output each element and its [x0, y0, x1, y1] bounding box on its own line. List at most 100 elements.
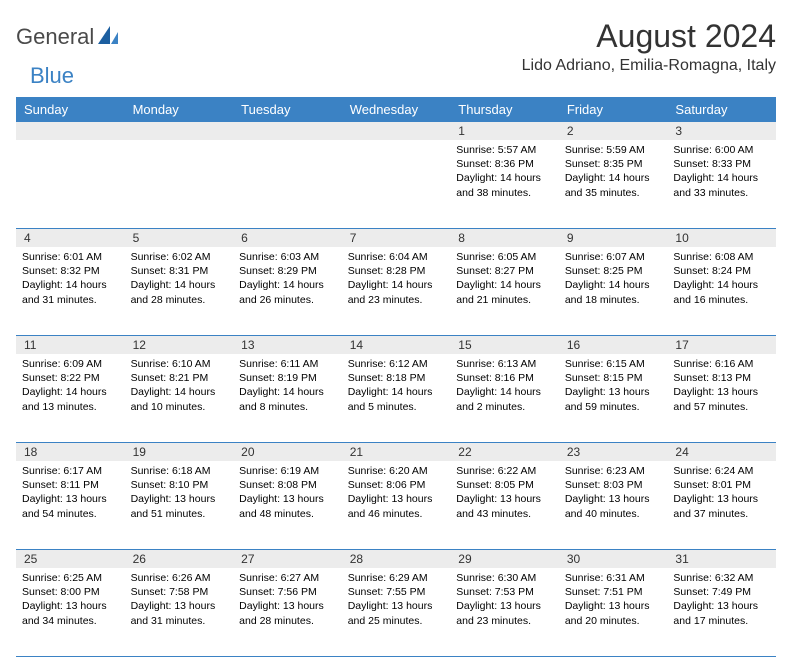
daylight-line: Daylight: 13 hours — [456, 599, 553, 613]
sunset-line: Sunset: 8:36 PM — [456, 157, 553, 171]
daylight-line: and 10 minutes. — [131, 400, 228, 414]
day-number — [125, 122, 234, 140]
sunset-line: Sunset: 8:11 PM — [22, 478, 119, 492]
sunset-line: Sunset: 8:25 PM — [565, 264, 662, 278]
calendar-grid: Sunday Monday Tuesday Wednesday Thursday… — [16, 97, 776, 657]
day-number: 27 — [233, 550, 342, 568]
daylight-line: Daylight: 14 hours — [239, 278, 336, 292]
day-number: 17 — [667, 336, 776, 354]
weekday-label: Sunday — [16, 97, 125, 122]
weekday-label: Monday — [125, 97, 234, 122]
daylight-line: and 28 minutes. — [239, 614, 336, 628]
day-number-row: 123 — [16, 122, 776, 140]
sunset-line: Sunset: 7:58 PM — [131, 585, 228, 599]
sunrise-line: Sunrise: 6:17 AM — [22, 464, 119, 478]
daylight-line: and 43 minutes. — [456, 507, 553, 521]
day-number: 30 — [559, 550, 668, 568]
day-number: 6 — [233, 229, 342, 247]
sunset-line: Sunset: 8:21 PM — [131, 371, 228, 385]
day-number: 10 — [667, 229, 776, 247]
daylight-line: and 21 minutes. — [456, 293, 553, 307]
day-cell — [233, 140, 342, 228]
sunrise-line: Sunrise: 6:00 AM — [673, 143, 770, 157]
daylight-line: Daylight: 14 hours — [456, 385, 553, 399]
sunrise-line: Sunrise: 6:23 AM — [565, 464, 662, 478]
sunrise-line: Sunrise: 5:59 AM — [565, 143, 662, 157]
day-number: 13 — [233, 336, 342, 354]
day-cell: Sunrise: 6:12 AMSunset: 8:18 PMDaylight:… — [342, 354, 451, 442]
sunrise-line: Sunrise: 6:05 AM — [456, 250, 553, 264]
month-title: August 2024 — [522, 18, 776, 55]
sunset-line: Sunset: 7:55 PM — [348, 585, 445, 599]
daylight-line: Daylight: 13 hours — [673, 385, 770, 399]
sunset-line: Sunset: 8:08 PM — [239, 478, 336, 492]
daylight-line: Daylight: 13 hours — [22, 492, 119, 506]
daylight-line: and 31 minutes. — [131, 614, 228, 628]
sunset-line: Sunset: 8:03 PM — [565, 478, 662, 492]
sunrise-line: Sunrise: 6:24 AM — [673, 464, 770, 478]
sunrise-line: Sunrise: 6:25 AM — [22, 571, 119, 585]
daylight-line: and 37 minutes. — [673, 507, 770, 521]
daylight-line: Daylight: 14 hours — [131, 278, 228, 292]
daylight-line: Daylight: 13 hours — [348, 492, 445, 506]
weekday-label: Friday — [559, 97, 668, 122]
daylight-line: Daylight: 13 hours — [131, 599, 228, 613]
daylight-line: Daylight: 13 hours — [131, 492, 228, 506]
day-number: 8 — [450, 229, 559, 247]
sunrise-line: Sunrise: 6:18 AM — [131, 464, 228, 478]
day-cell: Sunrise: 6:16 AMSunset: 8:13 PMDaylight:… — [667, 354, 776, 442]
day-cell: Sunrise: 6:17 AMSunset: 8:11 PMDaylight:… — [16, 461, 125, 549]
daylight-line: and 18 minutes. — [565, 293, 662, 307]
daylight-line: Daylight: 14 hours — [239, 385, 336, 399]
day-number-row: 18192021222324 — [16, 443, 776, 461]
daylight-line: Daylight: 13 hours — [239, 599, 336, 613]
day-number — [342, 122, 451, 140]
week-row: Sunrise: 6:09 AMSunset: 8:22 PMDaylight:… — [16, 354, 776, 443]
day-number: 23 — [559, 443, 668, 461]
sunrise-line: Sunrise: 6:32 AM — [673, 571, 770, 585]
day-cell: Sunrise: 6:18 AMSunset: 8:10 PMDaylight:… — [125, 461, 234, 549]
weekday-label: Wednesday — [342, 97, 451, 122]
daylight-line: Daylight: 14 hours — [565, 278, 662, 292]
day-number: 9 — [559, 229, 668, 247]
day-number-row: 45678910 — [16, 229, 776, 247]
day-number: 3 — [667, 122, 776, 140]
sunset-line: Sunset: 8:33 PM — [673, 157, 770, 171]
daylight-line: Daylight: 14 hours — [456, 171, 553, 185]
daylight-line: and 38 minutes. — [456, 186, 553, 200]
sunset-line: Sunset: 7:53 PM — [456, 585, 553, 599]
day-number: 20 — [233, 443, 342, 461]
brand-text-1: General — [16, 24, 94, 50]
daylight-line: Daylight: 14 hours — [131, 385, 228, 399]
day-number: 21 — [342, 443, 451, 461]
sunset-line: Sunset: 7:49 PM — [673, 585, 770, 599]
day-number: 26 — [125, 550, 234, 568]
brand-logo: General — [16, 18, 120, 50]
day-cell: Sunrise: 6:32 AMSunset: 7:49 PMDaylight:… — [667, 568, 776, 656]
daylight-line: and 25 minutes. — [348, 614, 445, 628]
sunset-line: Sunset: 8:13 PM — [673, 371, 770, 385]
daylight-line: Daylight: 13 hours — [673, 492, 770, 506]
daylight-line: Daylight: 14 hours — [673, 278, 770, 292]
daylight-line: Daylight: 14 hours — [348, 278, 445, 292]
day-cell: Sunrise: 6:24 AMSunset: 8:01 PMDaylight:… — [667, 461, 776, 549]
daylight-line: and 5 minutes. — [348, 400, 445, 414]
day-cell: Sunrise: 5:57 AMSunset: 8:36 PMDaylight:… — [450, 140, 559, 228]
daylight-line: Daylight: 14 hours — [456, 278, 553, 292]
sunset-line: Sunset: 8:31 PM — [131, 264, 228, 278]
weeks-container: 123Sunrise: 5:57 AMSunset: 8:36 PMDaylig… — [16, 122, 776, 657]
day-cell: Sunrise: 6:29 AMSunset: 7:55 PMDaylight:… — [342, 568, 451, 656]
day-number: 22 — [450, 443, 559, 461]
daylight-line: and 16 minutes. — [673, 293, 770, 307]
sunrise-line: Sunrise: 6:30 AM — [456, 571, 553, 585]
weekday-label: Saturday — [667, 97, 776, 122]
sunset-line: Sunset: 8:06 PM — [348, 478, 445, 492]
daylight-line: Daylight: 13 hours — [239, 492, 336, 506]
sunset-line: Sunset: 8:28 PM — [348, 264, 445, 278]
daylight-line: and 35 minutes. — [565, 186, 662, 200]
day-number: 19 — [125, 443, 234, 461]
sunrise-line: Sunrise: 6:22 AM — [456, 464, 553, 478]
day-number: 5 — [125, 229, 234, 247]
daylight-line: Daylight: 14 hours — [22, 385, 119, 399]
sunrise-line: Sunrise: 6:31 AM — [565, 571, 662, 585]
